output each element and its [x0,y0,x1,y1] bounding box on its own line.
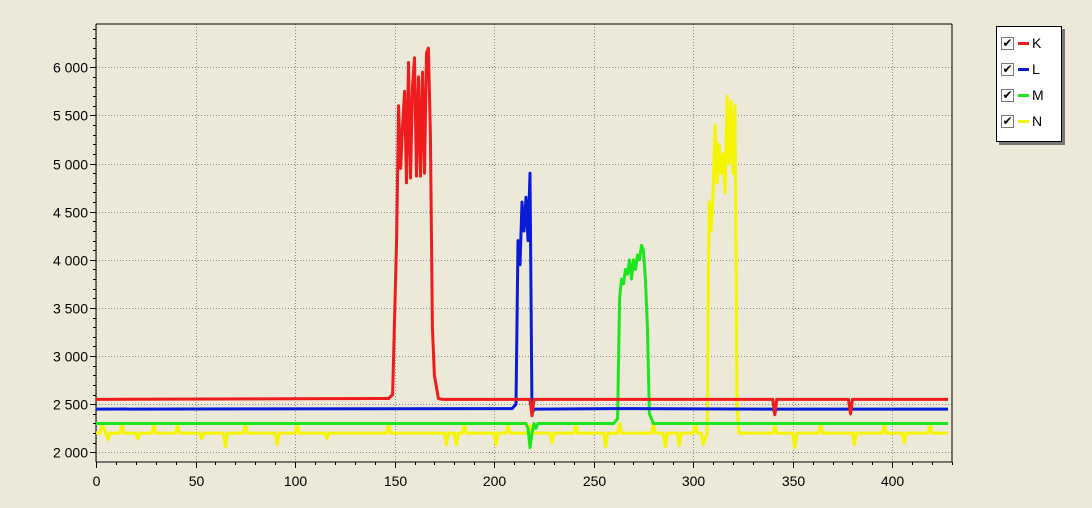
y-tick-label: 3 500 [53,301,88,317]
series-line-n [96,94,948,450]
y-tick-label: 6 000 [53,60,88,76]
legend-item-k[interactable]: ✔ K [1001,33,1041,53]
y-tick-label: 2 500 [53,397,88,413]
series-line-k [95,46,948,418]
series-lines [95,46,948,450]
y-tick-label: 5 500 [53,108,88,124]
legend-swatch [1018,67,1029,71]
series-line-m [96,243,948,450]
legend-item-l[interactable]: ✔ L [1001,59,1040,79]
y-tick-label: 4 500 [53,205,88,221]
plot-area [96,24,952,462]
x-tick-label: 400 [881,473,905,489]
x-tick-label: 350 [782,473,806,489]
legend-label: K [1032,35,1042,51]
x-tick-label: 300 [682,473,706,489]
legend-checkbox[interactable]: ✔ [1001,62,1014,76]
legend-checkbox[interactable]: ✔ [1001,88,1014,102]
x-tick-label: 200 [483,473,507,489]
legend-label: M [1032,87,1044,103]
y-tick-label: 3 000 [53,349,88,365]
y-tick-label: 2 000 [53,445,88,461]
y-tick-label: 4 000 [53,253,88,269]
axis-ticks [90,29,953,468]
legend-checkbox[interactable]: ✔ [1001,114,1014,128]
y-tick-label: 5 000 [53,157,88,173]
legend-swatch [1018,119,1029,123]
legend-swatch [1018,93,1029,97]
legend-swatch [1018,41,1029,45]
x-tick-label: 0 [93,473,101,489]
x-tick-label: 50 [189,473,205,489]
legend-item-n[interactable]: ✔ N [1001,111,1042,131]
x-tick-label: 250 [583,473,607,489]
legend-label: L [1032,61,1040,77]
y-tick-labels: 2 000 2 500 3 000 3 500 4 000 4 500 5 000 5 500… [53,60,88,461]
x-tick-label: 150 [384,473,408,489]
legend-checkbox[interactable]: ✔ [1001,36,1014,50]
x-tick-label: 100 [284,473,308,489]
legend: ✔ K ✔ L ✔ M ✔ N [996,26,1062,142]
legend-label: N [1032,113,1043,129]
legend-item-m[interactable]: ✔ M [1001,85,1044,105]
x-tick-labels: 0 50 100 150 200 250 300 350 400 [93,473,905,489]
